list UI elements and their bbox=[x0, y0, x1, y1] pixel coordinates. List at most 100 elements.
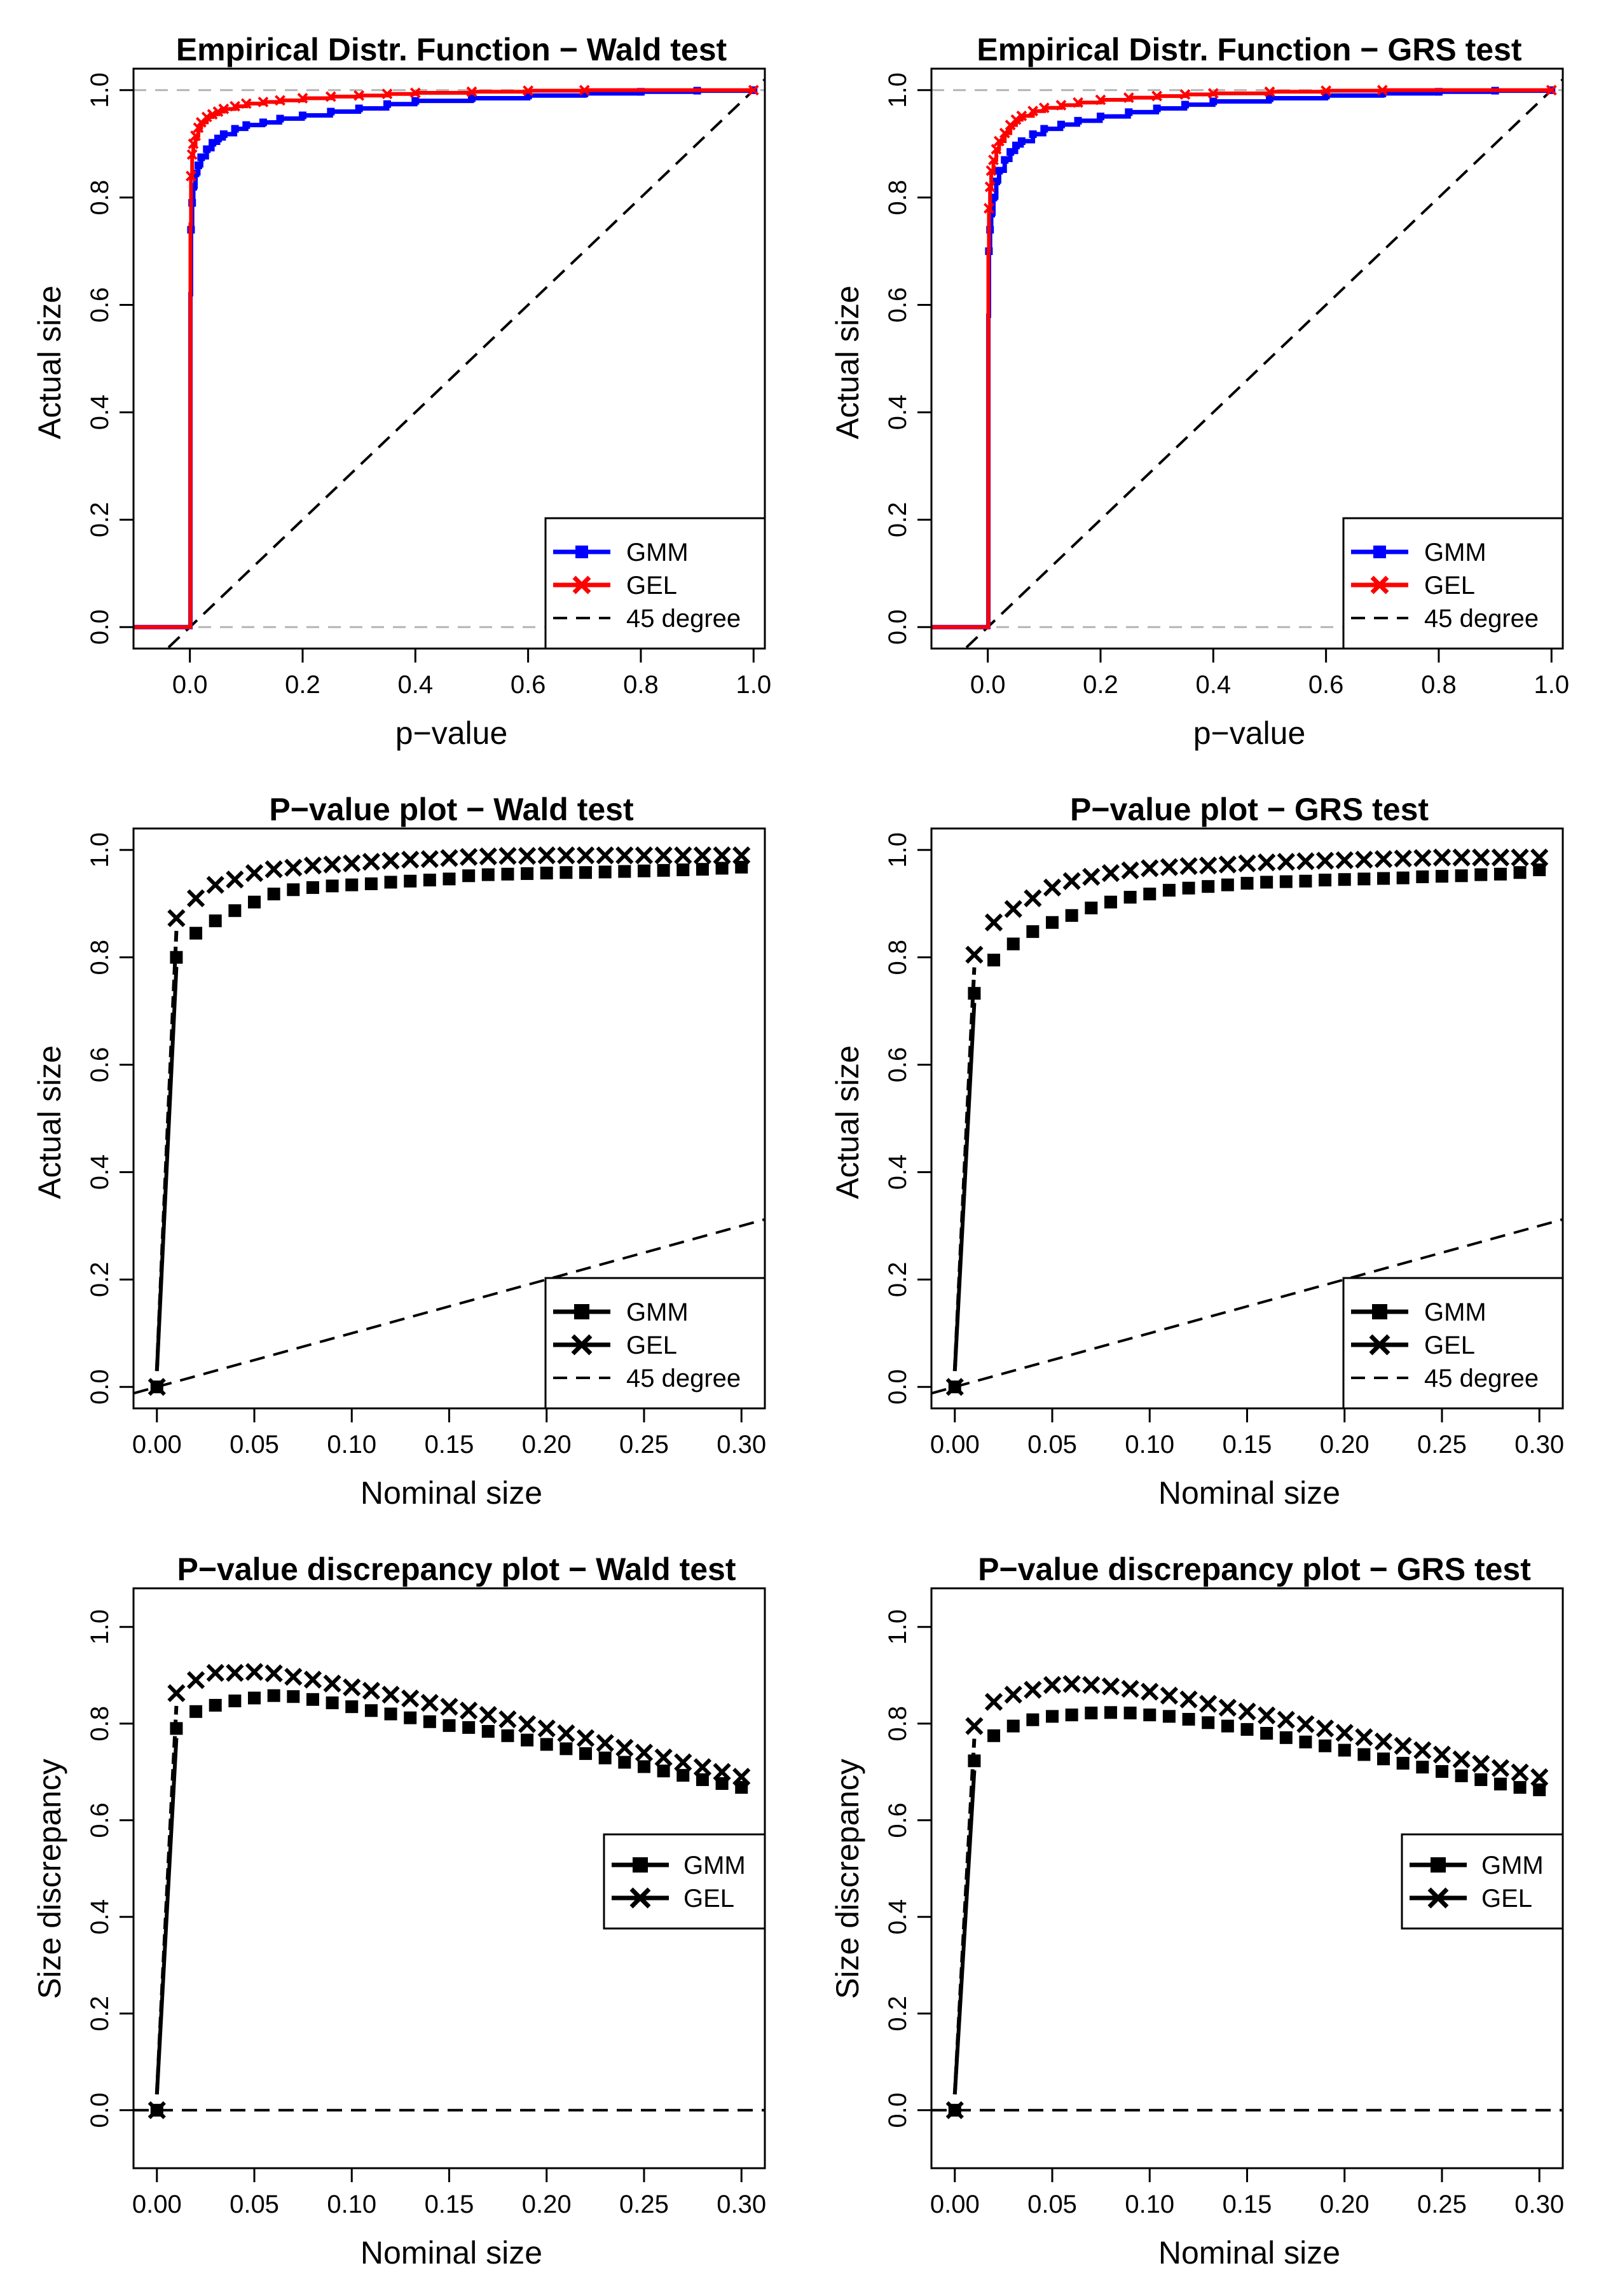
data-point-gel bbox=[1394, 849, 1412, 868]
y-tick-label: 0.2 bbox=[86, 502, 114, 538]
plot-frame bbox=[132, 67, 766, 650]
x-tick-label: 0.00 bbox=[132, 2190, 182, 2218]
x-axis-label: Nominal size bbox=[1158, 1475, 1340, 1511]
data-point-gmm bbox=[1493, 867, 1507, 881]
y-tick-label: 0.2 bbox=[884, 1996, 912, 2031]
x-tick-label: 0.2 bbox=[285, 671, 320, 699]
data-point-gel bbox=[732, 1768, 751, 1786]
legend-gel-label: GEL bbox=[626, 572, 677, 600]
plot-content bbox=[134, 78, 765, 649]
x-tick-label: 0.15 bbox=[425, 1431, 474, 1459]
data-point-gmm bbox=[1074, 116, 1082, 125]
data-point-gmm bbox=[287, 1690, 300, 1703]
data-point-gmm bbox=[384, 876, 397, 889]
x-tick-label: 0.0 bbox=[970, 671, 1006, 699]
data-point-gel bbox=[1296, 1715, 1315, 1733]
data-point-gel bbox=[1376, 85, 1388, 96]
data-point-gel bbox=[945, 2101, 964, 2119]
x-tick-label: 0.30 bbox=[717, 1431, 766, 1459]
x-tick-label: 0.10 bbox=[327, 1431, 376, 1459]
data-point-gmm bbox=[1240, 1722, 1254, 1736]
data-point-gmm bbox=[1377, 872, 1390, 885]
data-point-gel bbox=[1055, 100, 1067, 111]
data-point-gmm bbox=[306, 1693, 319, 1706]
data-point-gmm bbox=[209, 914, 222, 928]
data-point-gel bbox=[1073, 97, 1083, 108]
y-tick-label: 1.0 bbox=[884, 72, 912, 108]
data-point-gel bbox=[1394, 1736, 1412, 1755]
data-point-gmm bbox=[1181, 100, 1189, 109]
data-point-gel bbox=[1095, 94, 1106, 106]
data-point-gel bbox=[1082, 1675, 1101, 1695]
data-point-gel bbox=[1199, 856, 1218, 875]
data-point-gmm bbox=[404, 1711, 417, 1724]
x-tick-label: 0.10 bbox=[1125, 1431, 1174, 1459]
y-tick-label: 0.6 bbox=[86, 1047, 114, 1083]
data-point-gel bbox=[297, 93, 308, 104]
data-point-gmm bbox=[696, 863, 709, 876]
data-point-gmm bbox=[559, 866, 573, 879]
data-point-gel bbox=[1082, 867, 1101, 886]
legend-gel-label: GEL bbox=[626, 1331, 677, 1359]
data-point-gel bbox=[1355, 850, 1373, 869]
y-tick-label: 0.6 bbox=[86, 1803, 114, 1838]
legend-gel-label: GEL bbox=[1424, 572, 1475, 600]
plot-content bbox=[931, 78, 1563, 649]
data-point-gmm bbox=[637, 864, 650, 877]
data-point-gel bbox=[362, 1681, 381, 1700]
data-point-gmm bbox=[189, 926, 203, 940]
data-point-gel bbox=[1277, 853, 1295, 871]
data-point-gmm bbox=[1260, 1727, 1273, 1740]
data-point-gmm bbox=[1240, 877, 1254, 890]
data-point-gmm bbox=[657, 1764, 670, 1778]
data-point-gel bbox=[1321, 85, 1332, 97]
legend-gmm-label: GMM bbox=[1424, 539, 1486, 567]
plot-area-pvalue-grs: 0.00 0.05 0.10 0.15 0.20 0.25 0.30 0.0 0.2 0.4 0.6… bbox=[884, 827, 1564, 1459]
data-point-gel bbox=[284, 1667, 303, 1686]
diagonal-45-degree bbox=[165, 78, 765, 649]
data-point-gmm bbox=[1104, 895, 1117, 909]
data-point-gmm bbox=[1319, 874, 1332, 887]
data-point-gel bbox=[1296, 852, 1315, 870]
data-point-gmm bbox=[384, 1707, 397, 1721]
data-point-gel bbox=[186, 170, 196, 182]
diagonal-45-degree bbox=[963, 78, 1563, 649]
data-point-gmm bbox=[1416, 1761, 1429, 1774]
data-point-gel bbox=[693, 1758, 712, 1777]
data-point-gmm bbox=[1299, 874, 1312, 888]
data-point-gmm bbox=[1455, 869, 1468, 883]
data-point-gmm bbox=[1143, 1708, 1157, 1722]
legend-gmm-marker bbox=[574, 1304, 589, 1319]
plot-content bbox=[134, 846, 765, 1396]
data-point-gel bbox=[325, 91, 336, 102]
data-point-gmm bbox=[579, 866, 593, 879]
x-tick-label: 0.30 bbox=[1514, 1431, 1564, 1459]
data-point-gel bbox=[1452, 848, 1471, 867]
x-tick-label: 0.10 bbox=[1125, 2190, 1174, 2218]
x-tick-label: 0.4 bbox=[397, 671, 433, 699]
x-tick-label: 0.8 bbox=[1421, 671, 1457, 699]
x-tick-label: 1.0 bbox=[1534, 671, 1569, 699]
series-initial-segment bbox=[154, 1705, 179, 2094]
data-point-gel bbox=[264, 860, 283, 879]
data-point-gel bbox=[1315, 851, 1335, 870]
data-point-gmm bbox=[1046, 1710, 1059, 1723]
data-point-gel bbox=[460, 1701, 478, 1720]
data-point-gmm bbox=[1513, 1781, 1527, 1794]
data-point-gmm bbox=[355, 104, 363, 113]
data-point-gmm bbox=[327, 107, 335, 116]
data-point-gmm bbox=[194, 162, 202, 169]
y-tick-label: 0.4 bbox=[86, 1155, 114, 1190]
data-point-gel bbox=[1141, 1682, 1159, 1701]
data-point-gel bbox=[1315, 1719, 1335, 1738]
x-tick-label: 0.0 bbox=[172, 671, 208, 699]
data-point-gel bbox=[1043, 878, 1062, 897]
plot-area-edf-grs: 0.0 0.2 0.4 0.6 0.8 1.0 0.0 0.2 0.4 0.6 0.8 1.0 bbox=[884, 67, 1569, 699]
data-point-gmm bbox=[1065, 1708, 1078, 1722]
data-point-gel bbox=[401, 1689, 420, 1708]
y-tick-label: 0.0 bbox=[86, 609, 114, 645]
legend-gel-marker bbox=[1370, 575, 1389, 595]
legend-gel-label: GEL bbox=[1424, 1331, 1475, 1359]
chart-title: P−value discrepancy plot − GRS test bbox=[978, 1551, 1531, 1587]
